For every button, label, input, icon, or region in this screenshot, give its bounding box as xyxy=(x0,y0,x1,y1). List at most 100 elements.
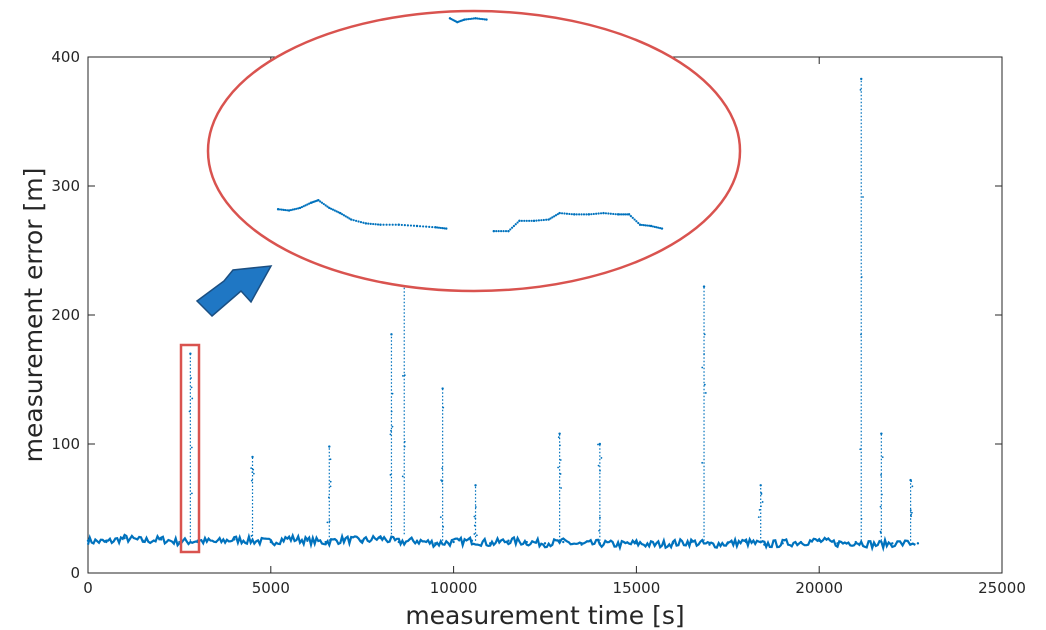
callout-point xyxy=(565,212,569,215)
callout-point xyxy=(297,207,300,210)
callout-point xyxy=(422,225,425,228)
baseline-point xyxy=(361,539,364,542)
callout-point xyxy=(326,205,329,208)
callout-top-point xyxy=(485,18,488,21)
error-spikes xyxy=(188,77,914,543)
callout-point xyxy=(289,208,293,212)
spike-point xyxy=(879,532,882,534)
callout-point xyxy=(284,208,287,212)
callout-point xyxy=(379,223,382,226)
spike-peak xyxy=(390,333,393,336)
callout-point xyxy=(322,202,325,206)
spike-point xyxy=(598,529,600,532)
baseline-point xyxy=(379,536,382,540)
callout-point xyxy=(510,226,514,229)
callout-point xyxy=(335,210,338,213)
callout-point xyxy=(437,226,441,229)
callout-point xyxy=(631,216,634,219)
spike-point xyxy=(188,410,191,413)
baseline-point xyxy=(671,542,675,545)
spike-point xyxy=(703,383,706,386)
callout-point xyxy=(418,225,422,228)
baseline-point xyxy=(653,543,656,546)
baseline-point xyxy=(616,543,620,546)
x-axis-label: measurement time [s] xyxy=(405,601,684,630)
spike-point xyxy=(559,459,562,461)
spike-point xyxy=(599,469,601,472)
baseline-point xyxy=(543,542,547,545)
baseline-point xyxy=(86,539,90,542)
spike-point xyxy=(190,446,193,449)
callout-point xyxy=(651,225,654,228)
callout-point xyxy=(382,223,385,226)
baseline-point xyxy=(598,542,602,545)
callout-point xyxy=(397,223,400,226)
callout-point xyxy=(575,213,578,216)
spike-point xyxy=(442,525,445,528)
callout-point xyxy=(308,202,311,205)
callout-point xyxy=(425,225,428,228)
spike-point xyxy=(909,509,912,512)
spike-peak xyxy=(189,352,192,355)
callout-point xyxy=(342,214,346,217)
callout-point xyxy=(350,218,353,221)
callout-point xyxy=(655,226,658,229)
callout-point xyxy=(554,214,558,217)
spike-point xyxy=(859,88,862,91)
spike xyxy=(188,352,194,541)
spike-point xyxy=(860,518,863,520)
callout-top-point xyxy=(478,17,481,20)
spike-point xyxy=(328,520,331,523)
spike xyxy=(557,432,562,541)
spike-point xyxy=(390,410,393,413)
spike-point xyxy=(401,475,404,478)
callout-point xyxy=(364,222,368,225)
callout-point xyxy=(568,212,571,216)
baseline-point xyxy=(342,538,346,541)
callout-point xyxy=(570,213,573,216)
callout-point xyxy=(616,213,620,216)
callout-point xyxy=(637,221,640,225)
callout-point xyxy=(542,218,545,222)
callout-point xyxy=(587,213,591,216)
baseline-point xyxy=(916,542,920,545)
callout-point xyxy=(648,224,651,227)
baseline-point xyxy=(269,540,272,544)
spike-peak xyxy=(860,77,863,81)
spike-point xyxy=(557,466,560,469)
callout-point xyxy=(509,228,512,231)
callout-point xyxy=(530,219,533,222)
spike-point xyxy=(474,506,477,508)
callout-point xyxy=(549,217,552,220)
callout-point xyxy=(306,203,309,206)
callout-point xyxy=(367,222,370,225)
callout-point xyxy=(633,218,636,221)
callout-point xyxy=(537,219,541,222)
spike-point xyxy=(326,521,329,524)
spike-point xyxy=(703,333,706,336)
callout-point xyxy=(518,219,521,223)
baseline-point xyxy=(470,539,474,542)
callout-point xyxy=(635,220,638,223)
callout-point xyxy=(556,213,559,216)
spike-point xyxy=(391,392,394,395)
callout-top-point xyxy=(467,18,470,21)
callout-point xyxy=(640,223,643,227)
callout-point xyxy=(346,216,349,219)
callout-top-point xyxy=(463,18,466,21)
callout-point xyxy=(626,213,629,216)
baseline-point xyxy=(690,540,693,544)
spike-point xyxy=(758,508,761,511)
baseline-point xyxy=(397,540,400,544)
y-tick-label: 400 xyxy=(51,48,80,66)
callout-top-point xyxy=(448,17,452,20)
spike-point xyxy=(327,496,330,499)
callout-point xyxy=(646,224,649,227)
callout-point xyxy=(441,227,444,230)
spike-point xyxy=(859,448,862,451)
callout-point xyxy=(298,206,302,210)
spike xyxy=(597,442,603,541)
callout-top-point xyxy=(468,17,472,21)
spike-peak xyxy=(598,442,602,446)
